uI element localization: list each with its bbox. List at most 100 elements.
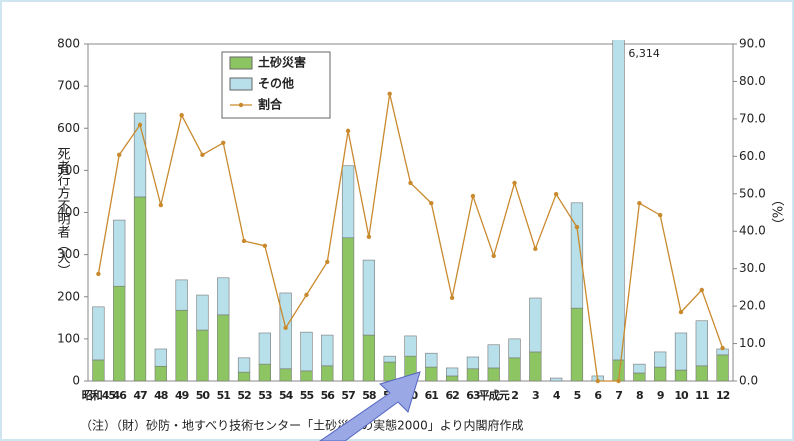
bar (466, 368, 480, 382)
note: （注）（財）砂防・地すべり技術センター「土砂災害の実態2000」より内閣府作成 (80, 418, 523, 433)
bar (654, 351, 667, 368)
bar (92, 359, 105, 382)
line-point (699, 287, 704, 293)
line-point (96, 271, 101, 277)
line-point (533, 246, 538, 252)
y2-tick-label: 20.0 (739, 299, 766, 313)
bar (175, 279, 188, 311)
x-tick-label: 59 (383, 389, 397, 402)
bar (383, 355, 396, 363)
x-tick-label: 7 (615, 389, 622, 402)
x-tick-label: 11 (695, 389, 709, 402)
bar (445, 375, 459, 382)
bar (175, 309, 188, 382)
bar (633, 363, 646, 374)
x-tick-label: 3 (532, 389, 539, 402)
bar (113, 219, 126, 287)
y-axis-title: 死者行方不明者（人） (55, 147, 71, 277)
line-point (408, 180, 413, 186)
legend-swatch (229, 77, 253, 91)
bar (529, 351, 542, 382)
x-tick-label: 48 (154, 389, 168, 402)
y-tick-label: 0 (72, 374, 80, 388)
y2-tick-label: 90.0 (739, 37, 766, 51)
y2-tick-label: 80.0 (739, 74, 766, 88)
bar (570, 307, 584, 382)
bar (341, 165, 355, 239)
line-point (574, 224, 580, 230)
bar (404, 335, 417, 357)
legend-swatch (238, 102, 244, 108)
x-tick-label: 10 (674, 389, 689, 402)
y2-tick-label: 50.0 (739, 186, 766, 200)
bar (92, 306, 105, 361)
line-point (221, 140, 226, 146)
x-tick-label: 55 (300, 389, 314, 402)
line-point (366, 234, 372, 240)
bar (321, 365, 334, 382)
y-tick-label: 400 (57, 205, 80, 219)
x-tick-label: 51 (217, 389, 231, 402)
bar (154, 365, 167, 382)
line-point (470, 193, 476, 199)
bar (133, 112, 147, 198)
bar (612, 40, 625, 361)
line-point (179, 112, 184, 118)
bar (674, 332, 688, 371)
bar (487, 367, 500, 382)
y2-tick-label: 0.0 (739, 374, 758, 388)
bar (716, 354, 729, 382)
bar (695, 320, 708, 367)
bar (695, 365, 708, 382)
line-point (553, 191, 559, 197)
x-tick-label: 58 (362, 389, 376, 402)
bar (508, 357, 521, 382)
x-tick-label: 47 (133, 389, 147, 402)
line-point (262, 243, 268, 249)
x-tick-label: 49 (175, 389, 189, 402)
legend-label: その他 (258, 76, 294, 91)
x-tick-label: 12 (716, 389, 730, 402)
line-point (241, 238, 247, 244)
y2-axis-title: （%） (769, 193, 785, 231)
x-tick-label: 46 (113, 389, 128, 402)
line-point (345, 128, 351, 134)
bar (196, 294, 209, 331)
y2-tick-label: 70.0 (739, 111, 766, 125)
bar (362, 334, 376, 382)
x-tick-label: 63 (466, 389, 480, 402)
line-point (158, 202, 164, 208)
x-tick-label: 9 (657, 389, 664, 402)
line-point (304, 292, 309, 298)
bar (674, 369, 688, 382)
bar (217, 277, 230, 316)
line-point (387, 91, 392, 97)
x-tick-label: 5 (574, 389, 581, 402)
bar (237, 371, 251, 382)
bar (445, 367, 459, 377)
y-tick-label: 500 (57, 163, 80, 177)
bar (133, 196, 147, 382)
line-point (657, 212, 663, 218)
x-tick-label: 50 (196, 389, 211, 402)
line-point (283, 325, 288, 331)
bar (258, 363, 271, 382)
y-tick-label: 100 (57, 331, 80, 345)
line-point (117, 152, 122, 158)
bar (570, 202, 584, 309)
line-point (449, 295, 455, 301)
annotation: 6,314 (628, 47, 660, 60)
bar (550, 377, 563, 382)
bar (279, 368, 292, 382)
bar (196, 329, 209, 382)
legend-swatch (229, 56, 253, 70)
x-tick-label: 昭和45 (82, 388, 116, 402)
x-tick-label: 52 (237, 389, 251, 402)
bar (113, 285, 126, 382)
x-tick-label: 62 (445, 389, 459, 402)
bar (383, 361, 396, 382)
bars (92, 40, 729, 382)
x-tick-label: 8 (636, 389, 643, 402)
